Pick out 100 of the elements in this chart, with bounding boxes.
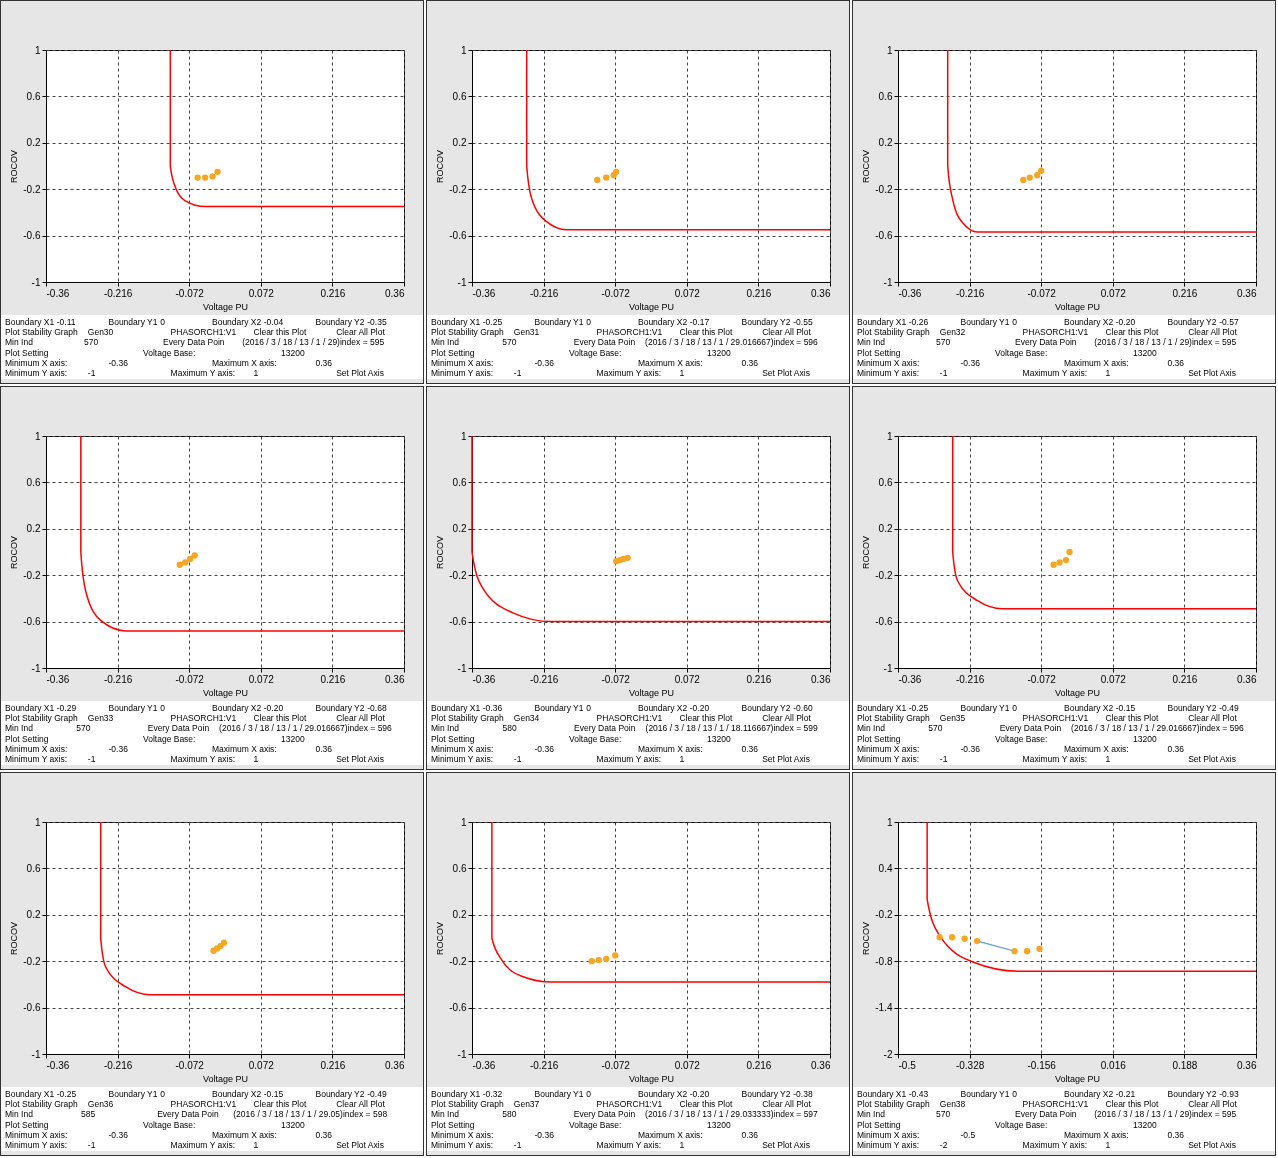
x-tick-label: -0.072: [1027, 673, 1057, 685]
text: 13200: [707, 733, 732, 744]
text: -0.25: [56, 1089, 78, 1100]
line-series: [80, 435, 405, 632]
text: index = 595: [339, 337, 386, 348]
text: -0.29: [56, 703, 78, 714]
x-tick-label: 0.36: [385, 287, 405, 299]
y-tick-label: -0.6: [449, 230, 467, 242]
y-tick-label: 0.6: [26, 862, 41, 874]
text: Boundary Y1: [108, 317, 159, 328]
text: Boundary X1: [431, 317, 482, 328]
text: Plot Setting: [857, 733, 902, 744]
text: PHASORCH1:V1: [170, 713, 238, 724]
x-tick-label: 0.216: [1172, 287, 1198, 299]
x-tick-label: 0.216: [746, 287, 772, 299]
line-series: [951, 435, 1257, 610]
text: Minimum Y axis:: [5, 754, 69, 765]
text: Boundary Y1: [108, 703, 159, 714]
x-tick-label: -0.216: [529, 673, 559, 685]
text: Boundary Y2: [1167, 703, 1218, 714]
text: (2016 / 3 / 18 / 13 / 1 / 29): [242, 337, 340, 348]
text: Voltage Base:: [143, 1119, 197, 1130]
text: 13200: [281, 347, 306, 358]
text: Minimum Y axis:: [857, 754, 921, 765]
text: -0.55: [793, 317, 814, 328]
text: Clear All Plot: [336, 1099, 386, 1110]
x-tick-label: 0.216: [746, 1059, 772, 1071]
y-tick-label: -0.6: [449, 616, 467, 628]
y-tick-label: -0.2: [23, 183, 41, 195]
x-tick-label: -0.36: [46, 287, 70, 299]
text: (2016 / 3 / 18 / 13 / 1 / 29.016667): [219, 723, 348, 734]
text: -0.15: [1115, 703, 1137, 714]
y-tick-label: 0.2: [26, 909, 41, 921]
text: Gen35: [939, 713, 967, 724]
text: Plot Stability Graph: [5, 713, 79, 724]
text: Plot Setting: [857, 1119, 902, 1130]
x-tick-label: 0.188: [1172, 1059, 1198, 1071]
text: -1: [87, 754, 97, 765]
text: 580: [502, 1109, 518, 1120]
text: PHASORCH1:V1: [1022, 327, 1090, 338]
x-tick-label: 0.072: [1100, 673, 1127, 685]
text: index = 596: [1199, 723, 1245, 734]
y-tick-label: -0.2: [23, 569, 41, 581]
y-tick-label: 0.6: [26, 476, 41, 488]
text: -0.36: [534, 357, 555, 368]
text: Boundary Y2: [1167, 317, 1218, 328]
text: Voltage Base:: [569, 733, 623, 744]
x-tick-label: -0.36: [898, 673, 922, 685]
x-tick-label: 0.36: [1237, 673, 1257, 685]
x-tick-label: -0.216: [103, 287, 133, 299]
text: Minimum Y axis:: [857, 1140, 921, 1151]
text: Maximum X axis:: [1064, 743, 1130, 754]
line-series: [525, 49, 831, 231]
x-tick-label: 0.016: [1100, 1059, 1127, 1071]
text: -0.20: [689, 1089, 711, 1100]
y-axis-title: ROCOV: [435, 149, 446, 184]
text: Gen34: [513, 713, 541, 724]
text: 0: [1012, 1089, 1018, 1100]
text: 0.36: [741, 357, 760, 368]
y-tick-label: -0.6: [23, 1002, 41, 1014]
text: Plot Stability Graph: [857, 1099, 931, 1110]
x-axis-title: Voltage PU: [202, 687, 249, 698]
text: 1: [679, 1140, 686, 1151]
text: Clear this Plot: [1105, 1099, 1160, 1110]
text: 13200: [281, 733, 306, 744]
y-tick-label: 0.6: [452, 90, 467, 102]
text: -0.57: [1219, 317, 1240, 328]
x-tick-label: 0.36: [811, 1059, 831, 1071]
text: Min Ind: [431, 723, 459, 734]
text: Minimum Y axis:: [5, 1140, 69, 1151]
text: Plot Stability Graph: [857, 713, 931, 724]
text: Maximum Y axis:: [170, 754, 236, 765]
text: 0.36: [315, 743, 334, 754]
x-tick-label: -0.36: [898, 287, 922, 299]
y-axis-title: ROCOV: [861, 149, 872, 184]
text: Clear this Plot: [679, 713, 734, 724]
text: Maximum Y axis:: [170, 1140, 236, 1151]
text: Boundary Y2: [315, 703, 366, 714]
text: Maximum Y axis:: [596, 754, 662, 765]
text: 580: [502, 723, 518, 734]
x-tick-label: -0.156: [1027, 1059, 1057, 1071]
text: Min Ind: [431, 1109, 459, 1120]
x-tick-label: 0.072: [248, 287, 275, 299]
y-tick-label: 1: [886, 816, 893, 828]
text: Set Plot Axis: [762, 368, 811, 379]
text: Every Data Poin: [1015, 1109, 1078, 1120]
text: -0.36: [108, 357, 129, 368]
text: Set Plot Axis: [1188, 754, 1237, 765]
text: Set Plot Axis: [336, 754, 385, 765]
text: Boundary Y1: [960, 317, 1011, 328]
x-axis-title: Voltage PU: [1054, 1073, 1101, 1084]
text: Boundary Y2: [741, 703, 792, 714]
text: Clear All Plot: [336, 327, 386, 338]
y-tick-label: -1.4: [875, 1002, 893, 1014]
text: 570: [936, 337, 952, 348]
text: -0.15: [263, 1089, 285, 1100]
y-tick-label: -1: [31, 1048, 41, 1060]
y-tick-label: 0.2: [878, 523, 893, 535]
x-tick-label: -0.5: [898, 1059, 917, 1071]
y-tick-label: 0.6: [878, 476, 893, 488]
